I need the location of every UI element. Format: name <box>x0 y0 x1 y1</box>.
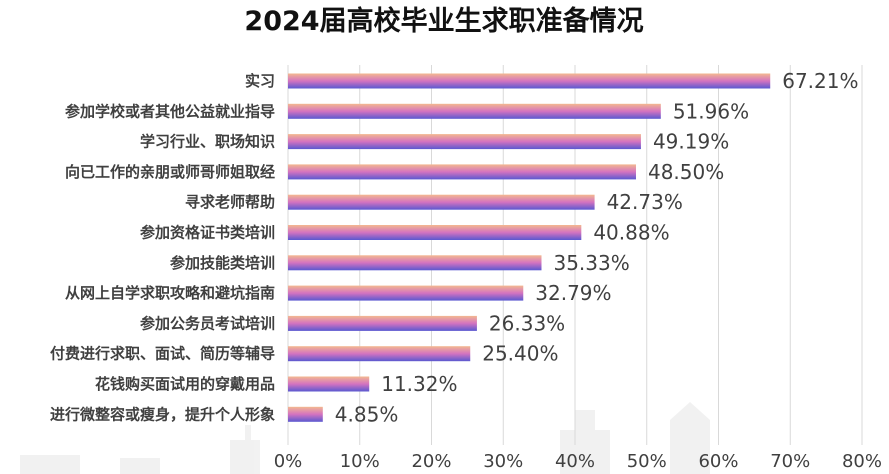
bar <box>288 194 595 210</box>
value-label: 25.40% <box>482 342 558 366</box>
x-tick-label: 30% <box>483 451 523 472</box>
category-label: 从网上自学求职攻略和避坑指南 <box>65 284 275 302</box>
category-label: 向已工作的亲朋或师哥师姐取经 <box>65 163 275 181</box>
value-label: 42.73% <box>607 190 683 214</box>
x-tick-label: 80% <box>842 451 882 472</box>
category-label: 实习 <box>245 72 275 90</box>
bar <box>288 346 471 362</box>
category-label: 参加公务员考试培训 <box>140 314 275 332</box>
gridlines <box>287 65 863 445</box>
category-label: 付费进行求职、面试、简历等辅导 <box>50 345 275 363</box>
category-label: 参加学校或者其他公益就业指导 <box>65 102 275 120</box>
x-tick-label: 20% <box>411 451 451 472</box>
category-labels: 实习参加学校或者其他公益就业指导学习行业、职场知识向已工作的亲朋或师哥师姐取经寻… <box>50 72 275 423</box>
value-label: 48.50% <box>648 160 724 184</box>
bar <box>288 134 641 150</box>
value-label: 40.88% <box>593 221 669 245</box>
value-label: 35.33% <box>553 251 629 275</box>
value-label: 32.79% <box>535 281 611 305</box>
x-axis-tick-labels: 0% 10% 20% 30% 40% 50% 60% 70% 80% <box>274 451 882 472</box>
bar <box>288 315 477 331</box>
value-label: 51.96% <box>673 99 749 123</box>
category-label: 参加资格证书类培训 <box>140 224 275 242</box>
value-label: 49.19% <box>653 130 729 154</box>
bar <box>288 73 771 89</box>
value-labels: 67.21% 51.96% 49.19% 48.50% 42.73% 40.88% 35.3… <box>335 69 859 426</box>
bars <box>288 73 771 422</box>
x-tick-label: 10% <box>340 451 380 472</box>
bar <box>288 255 542 271</box>
category-label: 学习行业、职场知识 <box>140 133 275 151</box>
bar <box>288 164 636 180</box>
bar <box>288 225 582 240</box>
category-label: 寻求老师帮助 <box>185 193 275 211</box>
x-tick-label: 70% <box>770 451 810 472</box>
x-tick-label: 40% <box>555 451 595 472</box>
value-label: 11.32% <box>381 372 457 396</box>
x-tick-label: 0% <box>274 451 303 472</box>
category-label: 进行微整容或瘦身，提升个人形象 <box>50 405 275 423</box>
bar <box>288 285 524 301</box>
value-label: 26.33% <box>489 311 565 335</box>
category-label: 花钱购买面试用的穿戴用品 <box>95 375 275 393</box>
value-label: 67.21% <box>782 69 858 93</box>
bar <box>288 103 661 119</box>
category-label: 参加技能类培训 <box>170 254 275 272</box>
x-tick-label: 60% <box>698 451 738 472</box>
x-tick-label: 50% <box>627 451 667 472</box>
chart-title: 2024届高校毕业生求职准备情况 <box>244 5 643 37</box>
value-label: 4.85% <box>335 402 399 426</box>
bar <box>288 376 370 392</box>
background-skyline-decoration <box>20 402 710 474</box>
bar <box>288 406 323 422</box>
